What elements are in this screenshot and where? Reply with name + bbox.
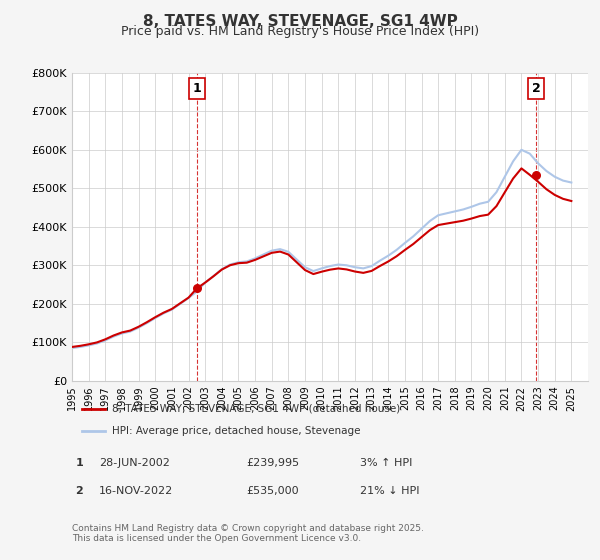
Text: HPI: Average price, detached house, Stevenage: HPI: Average price, detached house, Stev… <box>112 426 360 436</box>
Point <box>531 170 541 179</box>
Text: 16-NOV-2022: 16-NOV-2022 <box>99 486 173 496</box>
Text: 21% ↓ HPI: 21% ↓ HPI <box>360 486 419 496</box>
Text: 8, TATES WAY, STEVENAGE, SG1 4WP (detached house): 8, TATES WAY, STEVENAGE, SG1 4WP (detach… <box>112 404 400 414</box>
Text: 8, TATES WAY, STEVENAGE, SG1 4WP: 8, TATES WAY, STEVENAGE, SG1 4WP <box>143 14 457 29</box>
Text: 1: 1 <box>192 82 201 95</box>
Text: 2: 2 <box>76 486 83 496</box>
Text: Price paid vs. HM Land Registry's House Price Index (HPI): Price paid vs. HM Land Registry's House … <box>121 25 479 38</box>
Text: £535,000: £535,000 <box>246 486 299 496</box>
Text: 1: 1 <box>76 458 83 468</box>
Text: 28-JUN-2002: 28-JUN-2002 <box>99 458 170 468</box>
Point <box>192 284 202 293</box>
Text: 3% ↑ HPI: 3% ↑ HPI <box>360 458 412 468</box>
Text: 2: 2 <box>532 82 541 95</box>
Text: £239,995: £239,995 <box>246 458 299 468</box>
Text: Contains HM Land Registry data © Crown copyright and database right 2025.
This d: Contains HM Land Registry data © Crown c… <box>72 524 424 543</box>
